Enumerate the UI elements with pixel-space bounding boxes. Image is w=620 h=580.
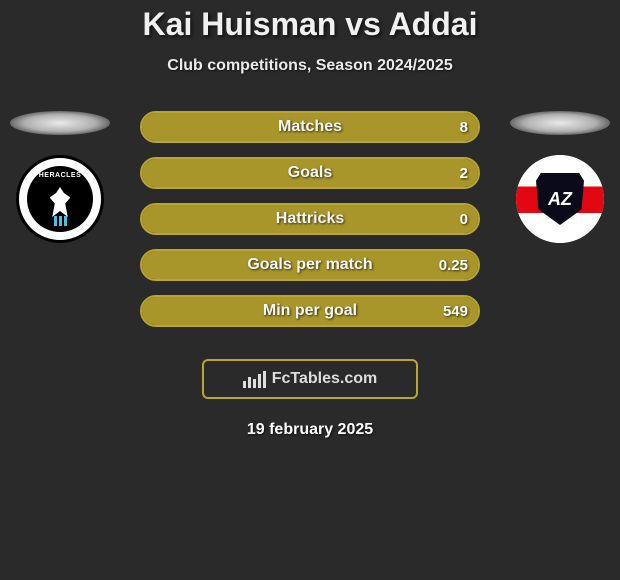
az-badge: AZ (516, 155, 604, 243)
left-player-column: HERACLES (10, 111, 110, 243)
heracles-stripes-icon (54, 216, 67, 226)
heracles-figure-icon (47, 187, 73, 217)
heracles-badge-text: HERACLES (39, 172, 82, 179)
right-player-column: AZ (510, 111, 610, 243)
main-row: HERACLES 8 Matches 2 Goals 0 Hattricks 0.25 Goa… (0, 111, 620, 341)
stat-bar: 8 Matches (140, 111, 480, 143)
page-title: Kai Huisman vs Addai (0, 6, 620, 43)
stat-bar: 0 Hattricks (140, 203, 480, 235)
stat-value-right: 2 (460, 165, 468, 182)
stat-label: Min per goal (263, 302, 357, 320)
stat-bar: 549 Min per goal (140, 295, 480, 327)
player-silhouette-placeholder (10, 111, 110, 135)
az-shield-icon: AZ (536, 173, 584, 225)
stat-bar: 0.25 Goals per match (140, 249, 480, 281)
heracles-badge-inner: HERACLES (27, 166, 93, 232)
stat-value-right: 0 (460, 211, 468, 228)
stat-value-right: 549 (443, 303, 468, 320)
stat-label: Goals (288, 164, 332, 182)
player-silhouette-placeholder (510, 111, 610, 135)
stat-bar: 2 Goals (140, 157, 480, 189)
watermark[interactable]: FcTables.com (202, 359, 418, 399)
watermark-text: FcTables.com (272, 370, 378, 388)
bar-chart-icon (243, 371, 266, 388)
stat-label: Goals per match (247, 256, 372, 274)
stat-value-right: 0.25 (439, 257, 468, 274)
stats-bars: 8 Matches 2 Goals 0 Hattricks 0.25 Goals per ma… (140, 111, 480, 341)
date-text: 19 february 2025 (0, 421, 620, 439)
stat-value-right: 8 (460, 119, 468, 136)
stat-label: Hattricks (276, 210, 344, 228)
subtitle: Club competitions, Season 2024/2025 (0, 57, 620, 75)
stat-label: Matches (278, 118, 342, 136)
comparison-card: Kai Huisman vs Addai Club competitions, … (0, 0, 620, 439)
heracles-badge: HERACLES (16, 155, 104, 243)
az-badge-inner: AZ (516, 155, 604, 243)
